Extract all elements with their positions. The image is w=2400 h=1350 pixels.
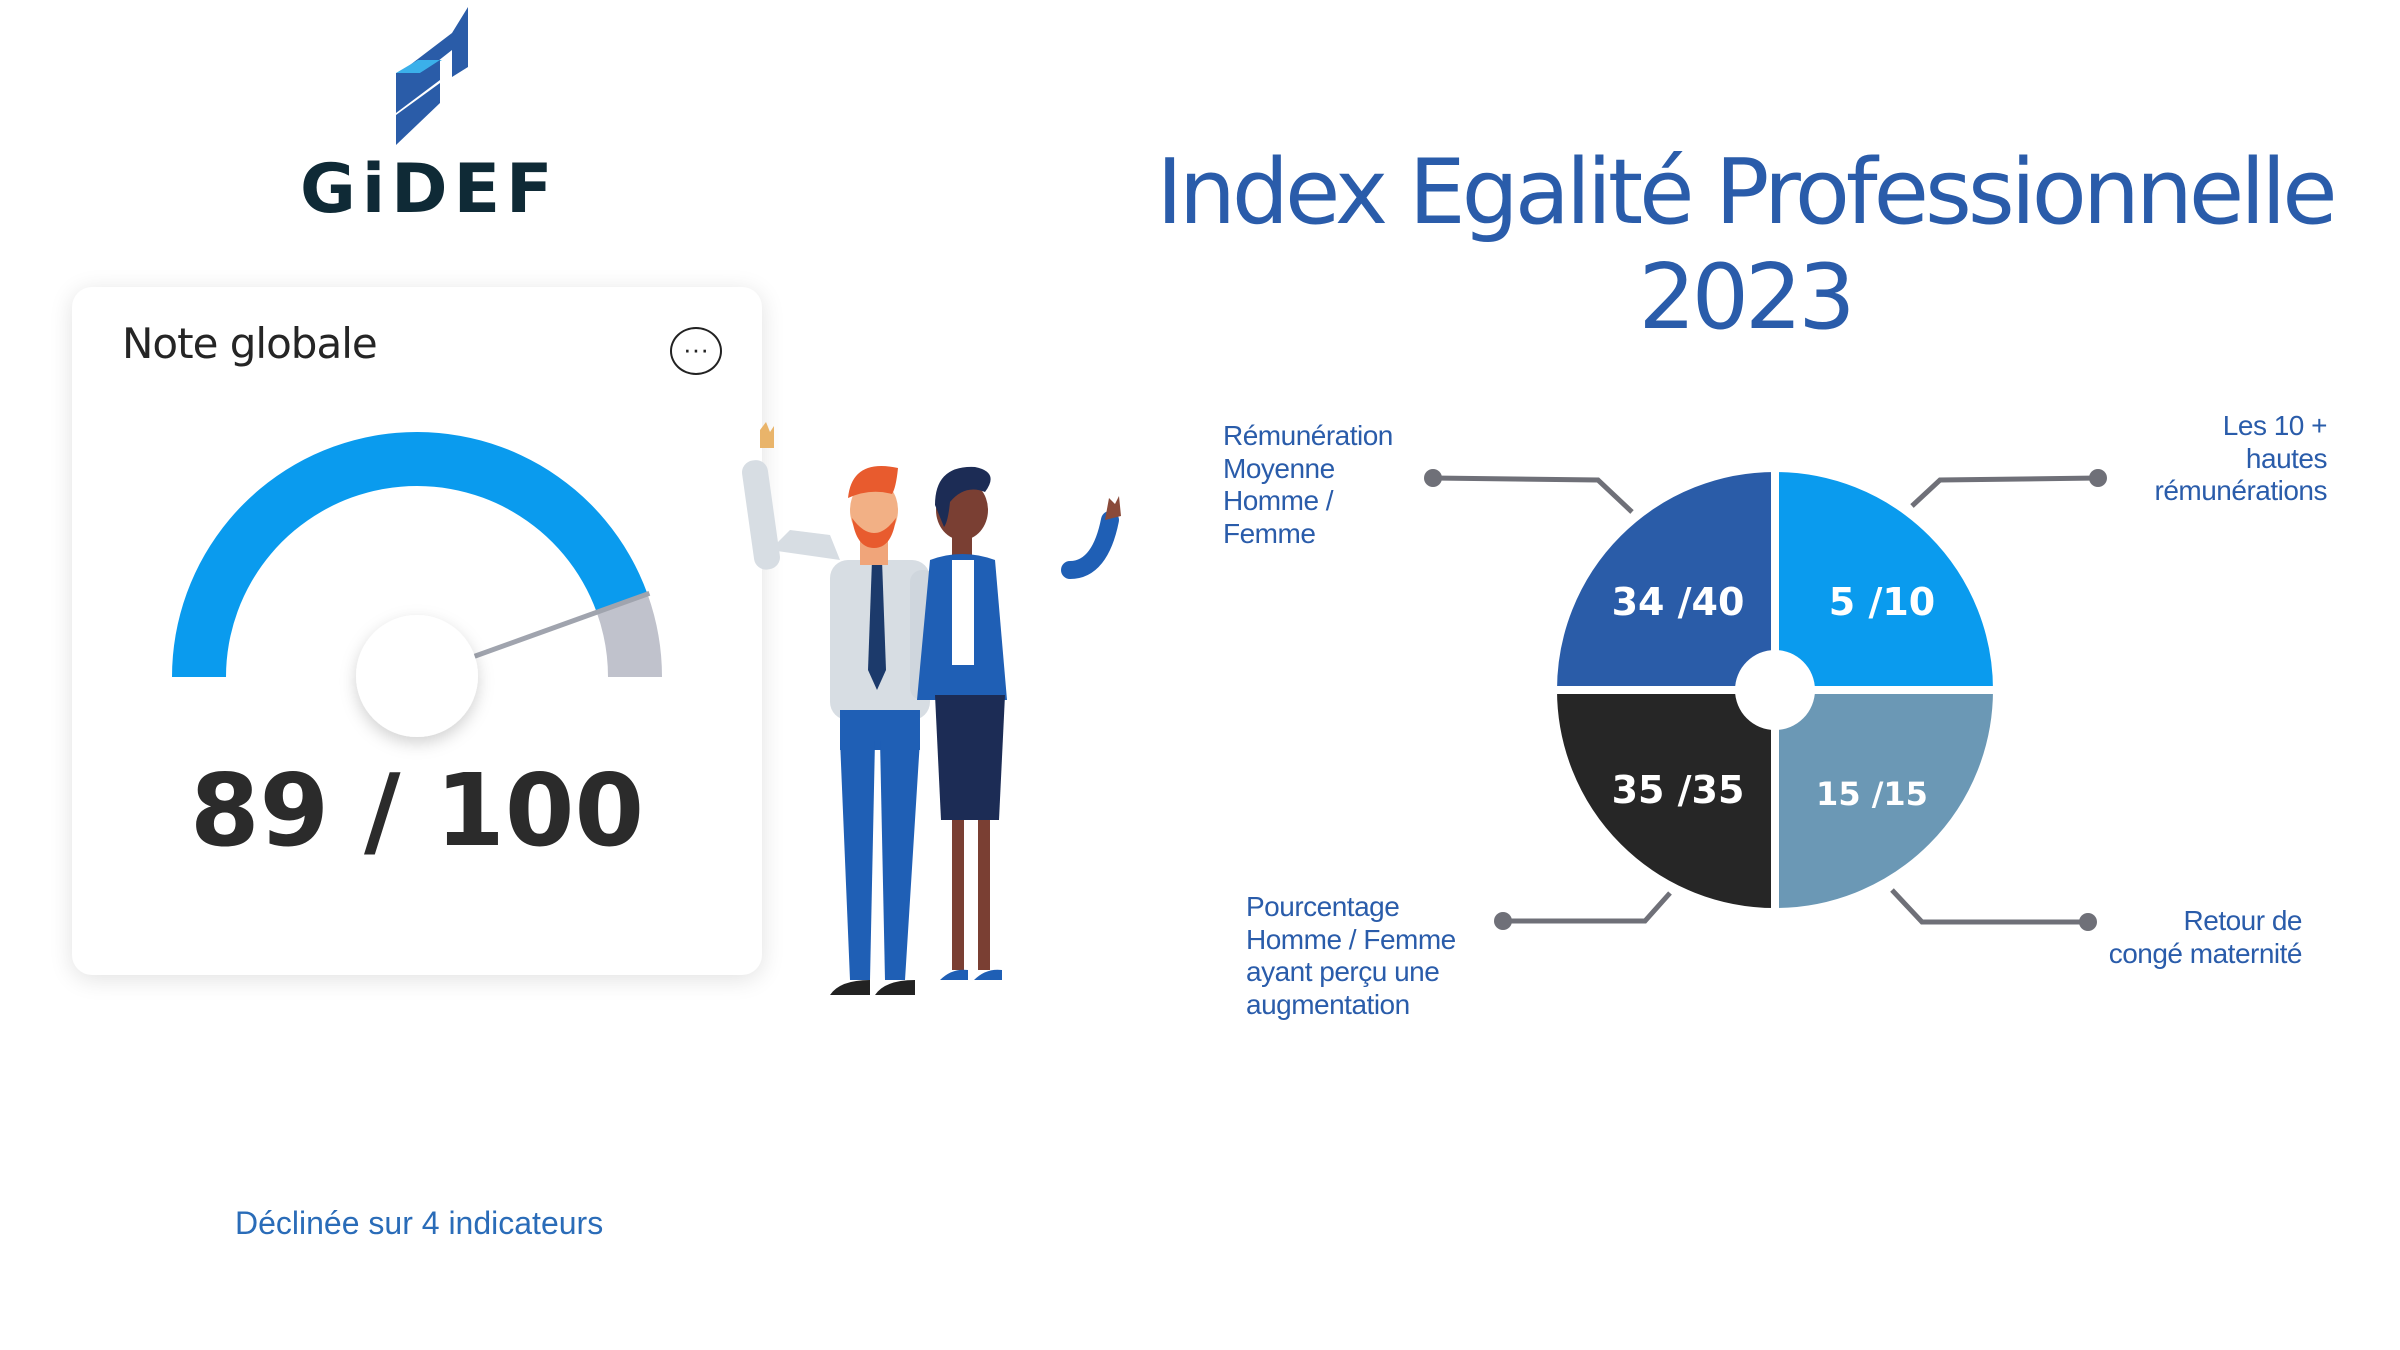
label-line: hautes	[2245, 442, 2328, 474]
pie-slice-bl	[1548, 686, 1779, 917]
label-pourcentage-augmentation: Pourcentage Homme / Femme ayant perçu un…	[1246, 891, 1456, 1021]
value-label-tl: 34 /40	[1612, 580, 1745, 624]
connector-dot-br	[2079, 913, 2097, 931]
value-label-tr: 5 /10	[1829, 580, 1935, 624]
people-illustration	[742, 422, 1121, 995]
label-line: Femme	[1223, 517, 1316, 549]
value-label-br: 15 /15	[1816, 775, 1928, 813]
score-value: 89 / 100	[189, 752, 645, 869]
label-line: augmentation	[1246, 988, 1410, 1020]
label-line: Moyenne	[1223, 452, 1335, 484]
ellipsis-icon: ···	[683, 334, 709, 364]
page-title: Index Egalité Professionnelle 2023	[1130, 140, 2360, 350]
footer-link[interactable]: Déclinée sur 4 indicateurs	[235, 1205, 604, 1241]
pie-slice-tl	[1548, 463, 1779, 694]
connector-tr	[1910, 475, 2099, 508]
connector-br	[1890, 888, 2088, 925]
gauge-filled-arc	[172, 432, 648, 677]
gauge-remaining-arc	[596, 594, 662, 677]
title-line-2: 2023	[1638, 245, 1855, 350]
label-remuneration-moyenne: Rémunération Moyenne Homme / Femme	[1223, 420, 1393, 550]
connector-tl	[1432, 475, 1634, 514]
gauge-knob	[356, 615, 478, 737]
pie-center-hole	[1735, 650, 1815, 730]
score-gauge	[172, 432, 662, 737]
logo-text: GiDEF	[300, 150, 559, 229]
connector-dot-bl	[1494, 912, 1512, 930]
card-title: Note globale	[122, 319, 378, 368]
label-retour-conge-maternite: Retour de congé maternité	[2108, 905, 2303, 970]
label-line: Homme / Femme	[1246, 923, 1456, 955]
title-line-1: Index Egalité Professionnelle	[1156, 140, 2337, 245]
label-line: Rémunération	[1223, 420, 1393, 451]
label-line: Pourcentage	[1246, 891, 1400, 922]
label-line: ayant perçu une	[1246, 956, 1440, 987]
connector-dot-tl	[1424, 469, 1442, 487]
pie-slice-tr	[1771, 463, 2002, 694]
label-line: congé maternité	[2108, 937, 2303, 969]
label-line: Les 10 +	[2222, 410, 2328, 441]
pie-slice-br	[1771, 686, 2002, 917]
label-hautes-remunerations: Les 10 + hautes rémunérations	[2154, 410, 2328, 508]
value-label-bl: 35 /35	[1612, 768, 1745, 812]
more-options-button[interactable]: ···	[670, 327, 722, 375]
label-line: rémunérations	[2154, 475, 2328, 506]
gidef-logo-icon	[396, 7, 468, 145]
connector-dot-tr	[2089, 469, 2107, 487]
label-line: Retour de	[2183, 905, 2303, 936]
connector-bl	[1503, 891, 1672, 924]
label-line: Homme /	[1223, 485, 1334, 516]
note-globale-card: Note globale ··· 89 / 100	[72, 287, 762, 975]
